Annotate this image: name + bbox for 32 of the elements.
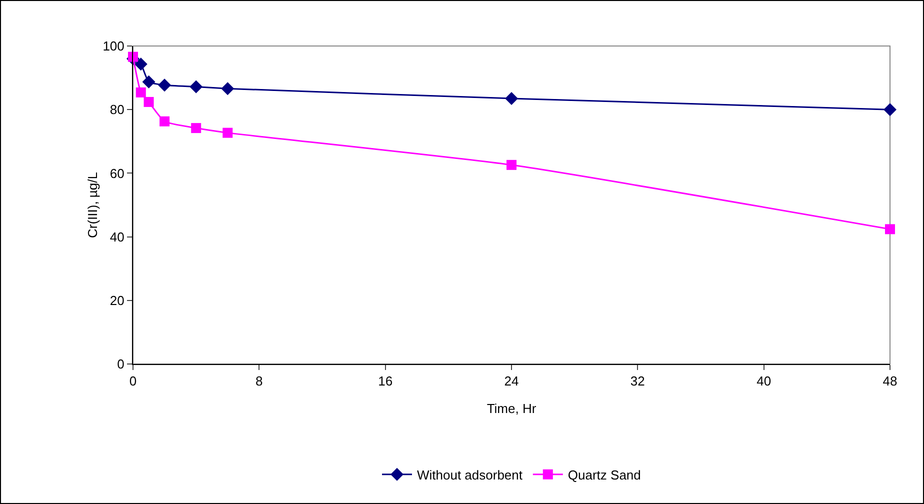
point <box>221 82 234 96</box>
point <box>506 160 516 170</box>
point <box>505 92 518 105</box>
x-tick-label: 40 <box>756 374 772 389</box>
point <box>136 87 146 98</box>
legend-label: Quartz Sand <box>568 467 641 482</box>
y-axis-title: Cr(III), µg/L <box>85 172 100 238</box>
y-tick-label: 20 <box>110 292 124 308</box>
point <box>134 58 148 71</box>
x-tick-label: 0 <box>129 374 137 389</box>
legend-label: Without adsorbent <box>417 467 523 482</box>
y-tick-label: 0 <box>117 356 124 372</box>
point <box>190 80 203 94</box>
y-tick-label: 100 <box>102 38 124 54</box>
point <box>142 75 156 88</box>
point <box>191 123 202 134</box>
point <box>144 96 154 107</box>
point <box>884 103 896 116</box>
y-tick-label: 80 <box>110 102 124 118</box>
x-tick-label: 48 <box>882 374 898 389</box>
y-tick-label: 40 <box>110 229 124 244</box>
point <box>222 128 233 138</box>
point <box>128 52 138 62</box>
point <box>160 116 170 126</box>
x-tick-label: 24 <box>504 374 519 389</box>
point <box>158 78 172 92</box>
x-tick-label: 16 <box>378 374 393 389</box>
x-tick-label: 8 <box>256 374 263 389</box>
x-axis-title: Time, Hr <box>486 401 537 416</box>
point <box>885 224 895 234</box>
y-tick-label: 60 <box>110 166 124 181</box>
x-tick-label: 32 <box>630 374 645 389</box>
